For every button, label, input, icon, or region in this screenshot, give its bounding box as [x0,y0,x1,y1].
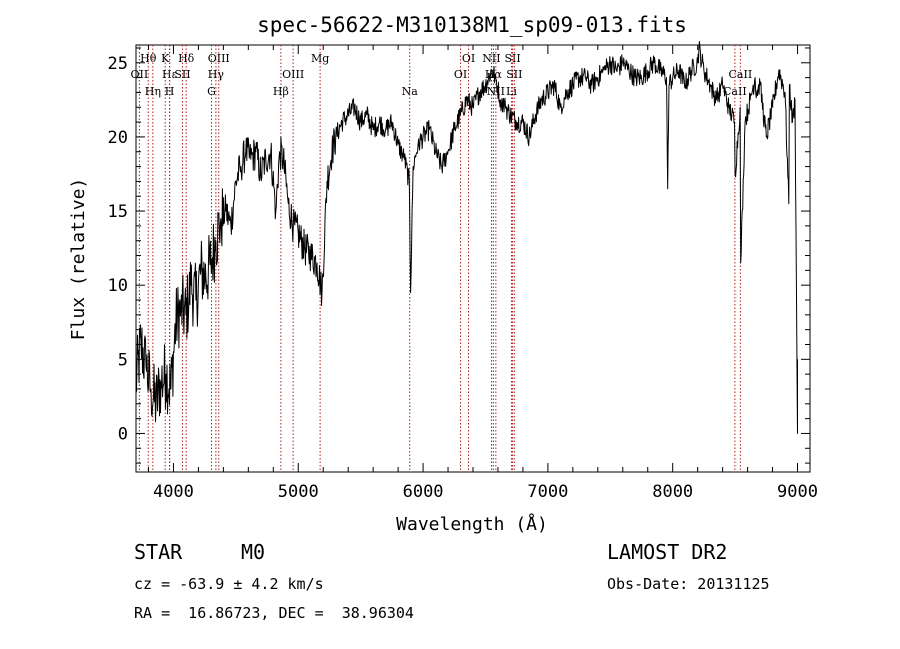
y-tick-label: 15 [108,202,128,222]
x-tick-label: 7000 [527,482,568,502]
line-marker-label: NII [482,52,500,65]
x-tick-label: 5000 [278,482,319,502]
line-marker-label: Hγ [208,68,225,81]
redshift-velocity: cz = -63.9 ± 4.2 km/s [134,575,324,593]
y-tick-label: 25 [108,54,128,74]
x-tick-label: 6000 [403,482,444,502]
chart-title: spec-56622-M310138M1_sp09-013.fits [257,13,687,37]
spectrum-line [135,41,798,434]
x-tick-label: 8000 [652,482,693,502]
line-marker-label: Na [402,85,419,98]
observation-date: Obs-Date: 20131125 [607,575,770,593]
y-axis-label: Flux (relative) [68,178,89,341]
line-marker-label: SII [506,68,522,81]
line-marker-label: OIII [282,68,304,81]
line-marker-label: CaII [723,85,747,98]
spectrum-series [135,41,798,434]
line-marker-label: OIII [208,52,230,65]
y-tick-label: 0 [118,424,128,444]
sky-coordinates: RA = 16.86723, DEC = 38.96304 [134,604,414,622]
y-tick-label: 5 [118,350,128,370]
line-marker-label: H [165,85,175,98]
y-tick-label: 20 [108,128,128,148]
line-marker-label: SII [174,68,190,81]
object-class: STAR [134,540,183,564]
line-marker-label: NII [487,85,505,98]
line-marker-label: OI [462,52,475,65]
line-marker-label: OI [454,68,467,81]
x-axis-label: Wavelength (Å) [396,513,548,535]
line-marker-label: K [161,52,170,65]
line-marker-label: Hη [145,85,161,98]
survey-name: LAMOST DR2 [607,540,728,564]
line-marker-label: Li [506,85,517,98]
line-marker-label: G [207,85,216,98]
line-marker-label: CaII [729,68,753,81]
y-tick-label: 10 [108,276,128,296]
x-tick-label: 9000 [777,482,818,502]
plot-frame [135,44,811,473]
object-subclass: M0 [241,540,266,564]
line-marker-label: OII [131,68,149,81]
axis-ticks: 4000 5000 6000 7000 8000 9000 0 5 10 15 20 25 [108,45,818,502]
line-marker-label: Hθ [140,52,157,65]
line-marker-label: SII [504,52,520,65]
x-tick-label: 4000 [153,482,194,502]
line-marker-label: Hβ [273,85,289,98]
line-marker-label: Hδ [178,52,195,65]
line-marker-label: Mg [311,52,329,65]
